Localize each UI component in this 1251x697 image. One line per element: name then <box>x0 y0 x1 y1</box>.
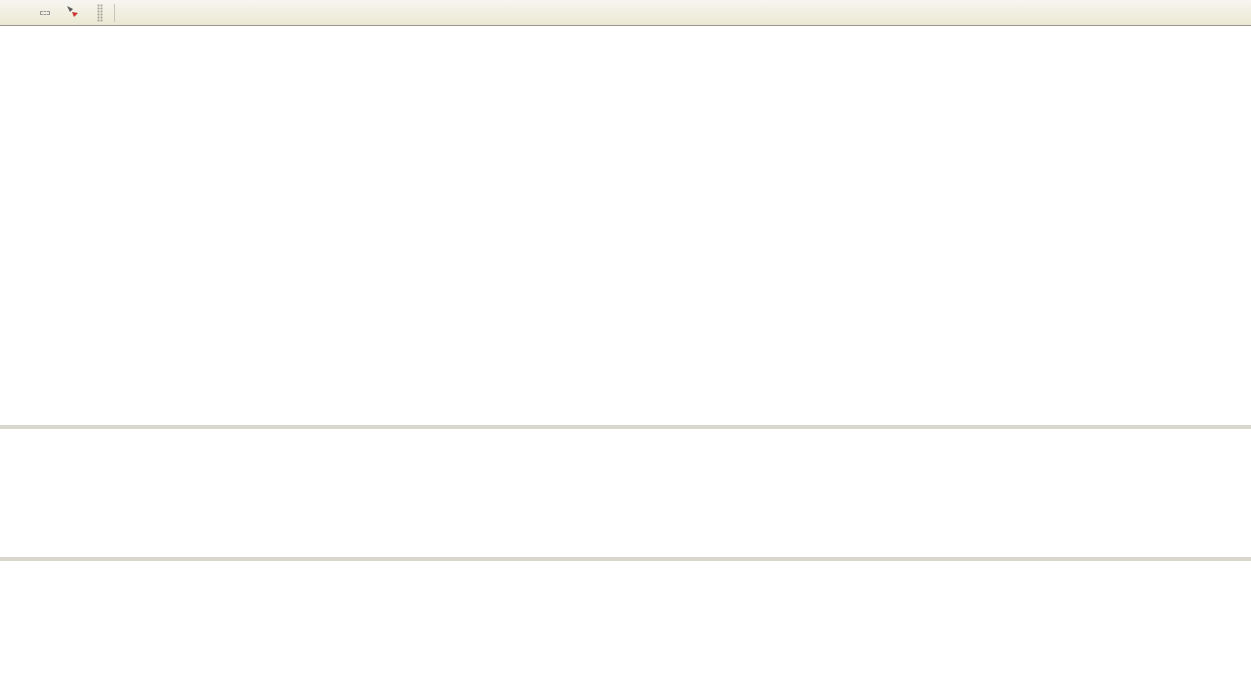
toolbar-separator <box>114 3 115 22</box>
label-tool-button[interactable] <box>35 3 55 23</box>
panel-separator[interactable] <box>0 425 1251 429</box>
arrows-tool-button[interactable] <box>61 3 87 23</box>
macd-panel[interactable] <box>1 429 1209 557</box>
toolbar <box>0 0 1251 26</box>
price-chart-panel[interactable] <box>1 27 1209 425</box>
text-tool-button[interactable] <box>8 3 28 23</box>
panel-separator[interactable] <box>0 557 1251 561</box>
time-scale[interactable] <box>0 673 1251 697</box>
toolbar-grip[interactable] <box>97 3 103 22</box>
label-tool-icon <box>40 10 50 15</box>
arrows-icon <box>65 4 80 21</box>
chart-title <box>7 30 25 78</box>
rsi-panel[interactable] <box>1 561 1209 673</box>
chart-area[interactable] <box>0 26 1251 697</box>
